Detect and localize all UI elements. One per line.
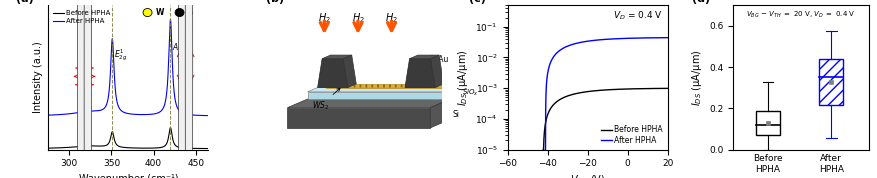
Circle shape — [330, 84, 332, 86]
Circle shape — [365, 84, 367, 86]
Circle shape — [377, 86, 379, 88]
Text: $H_2$: $H_2$ — [317, 11, 331, 25]
Circle shape — [406, 86, 408, 88]
X-axis label: $V_{BG}$ (V): $V_{BG}$ (V) — [569, 174, 604, 178]
FancyBboxPatch shape — [818, 59, 842, 105]
Circle shape — [395, 84, 396, 86]
X-axis label: Wavenumber (cm⁻¹): Wavenumber (cm⁻¹) — [78, 174, 178, 178]
Text: $H_2$: $H_2$ — [385, 11, 397, 25]
Text: (a): (a) — [17, 0, 34, 4]
Circle shape — [185, 0, 193, 178]
Circle shape — [382, 86, 385, 88]
Text: W: W — [155, 8, 164, 17]
Circle shape — [347, 84, 349, 86]
FancyBboxPatch shape — [755, 111, 779, 135]
Circle shape — [436, 86, 438, 88]
Circle shape — [353, 86, 355, 88]
Circle shape — [175, 9, 184, 17]
Circle shape — [143, 9, 152, 17]
Circle shape — [341, 86, 344, 88]
Text: $H_2$: $H_2$ — [351, 11, 364, 25]
Circle shape — [377, 84, 379, 86]
Circle shape — [395, 86, 396, 88]
Text: $WS_2$: $WS_2$ — [312, 88, 339, 112]
Circle shape — [389, 86, 390, 88]
Circle shape — [341, 84, 344, 86]
Circle shape — [371, 84, 373, 86]
Circle shape — [400, 86, 403, 88]
Circle shape — [447, 86, 449, 88]
Circle shape — [336, 86, 338, 88]
Text: Ti/Au: Ti/Au — [430, 54, 449, 63]
Circle shape — [359, 86, 361, 88]
Circle shape — [178, 0, 186, 178]
Y-axis label: $I_{DS}$ (μA/μm): $I_{DS}$ (μA/μm) — [455, 49, 469, 106]
Circle shape — [77, 0, 85, 178]
Polygon shape — [343, 55, 356, 88]
Circle shape — [406, 84, 408, 86]
Polygon shape — [287, 108, 430, 128]
Circle shape — [430, 84, 431, 86]
Polygon shape — [322, 55, 352, 59]
Polygon shape — [307, 88, 460, 92]
Y-axis label: Intensity (a.u.): Intensity (a.u.) — [32, 41, 43, 113]
Text: S: S — [188, 8, 193, 17]
Legend: Before HPHA, After HPHA: Before HPHA, After HPHA — [52, 9, 111, 26]
Polygon shape — [450, 88, 460, 99]
Polygon shape — [431, 55, 443, 88]
Polygon shape — [317, 59, 347, 88]
Circle shape — [441, 86, 444, 88]
Circle shape — [424, 86, 425, 88]
Circle shape — [382, 84, 385, 86]
Circle shape — [417, 86, 420, 88]
Circle shape — [436, 84, 438, 86]
Polygon shape — [307, 92, 450, 99]
Circle shape — [330, 86, 332, 88]
Circle shape — [400, 84, 403, 86]
Circle shape — [447, 84, 449, 86]
Circle shape — [412, 84, 414, 86]
Circle shape — [353, 84, 355, 86]
Circle shape — [389, 84, 390, 86]
Text: (b): (b) — [265, 0, 283, 4]
Y-axis label: $I_{DS}$ (μA/μm): $I_{DS}$ (μA/μm) — [688, 49, 702, 106]
Circle shape — [441, 84, 444, 86]
Text: $V_D$ = 0.4 V: $V_D$ = 0.4 V — [612, 10, 662, 22]
Circle shape — [424, 84, 425, 86]
Circle shape — [336, 84, 338, 86]
Circle shape — [359, 84, 361, 86]
Text: (d): (d) — [692, 0, 709, 4]
Circle shape — [412, 86, 414, 88]
Polygon shape — [325, 84, 452, 88]
Text: $V_{BG}$ $-$ $V_{TH}$ $=$ 20 V, $V_D$ $=$ 0.4 V: $V_{BG}$ $-$ $V_{TH}$ $=$ 20 V, $V_D$ $=… — [745, 10, 855, 20]
Text: $E^1_{2g}$: $E^1_{2g}$ — [114, 48, 127, 63]
Text: $SiO_x$: $SiO_x$ — [461, 88, 479, 98]
Text: $A_{1g}$: $A_{1g}$ — [172, 42, 186, 55]
Circle shape — [347, 86, 349, 88]
Polygon shape — [404, 59, 435, 88]
Polygon shape — [409, 55, 438, 59]
Circle shape — [430, 86, 431, 88]
Text: Si: Si — [452, 110, 459, 119]
Polygon shape — [430, 99, 450, 128]
Polygon shape — [287, 99, 450, 108]
Circle shape — [417, 84, 420, 86]
Circle shape — [84, 0, 91, 178]
Circle shape — [365, 86, 367, 88]
Circle shape — [371, 86, 373, 88]
Text: (c): (c) — [468, 0, 486, 4]
Legend: Before HPHA, After HPHA: Before HPHA, After HPHA — [599, 125, 663, 146]
